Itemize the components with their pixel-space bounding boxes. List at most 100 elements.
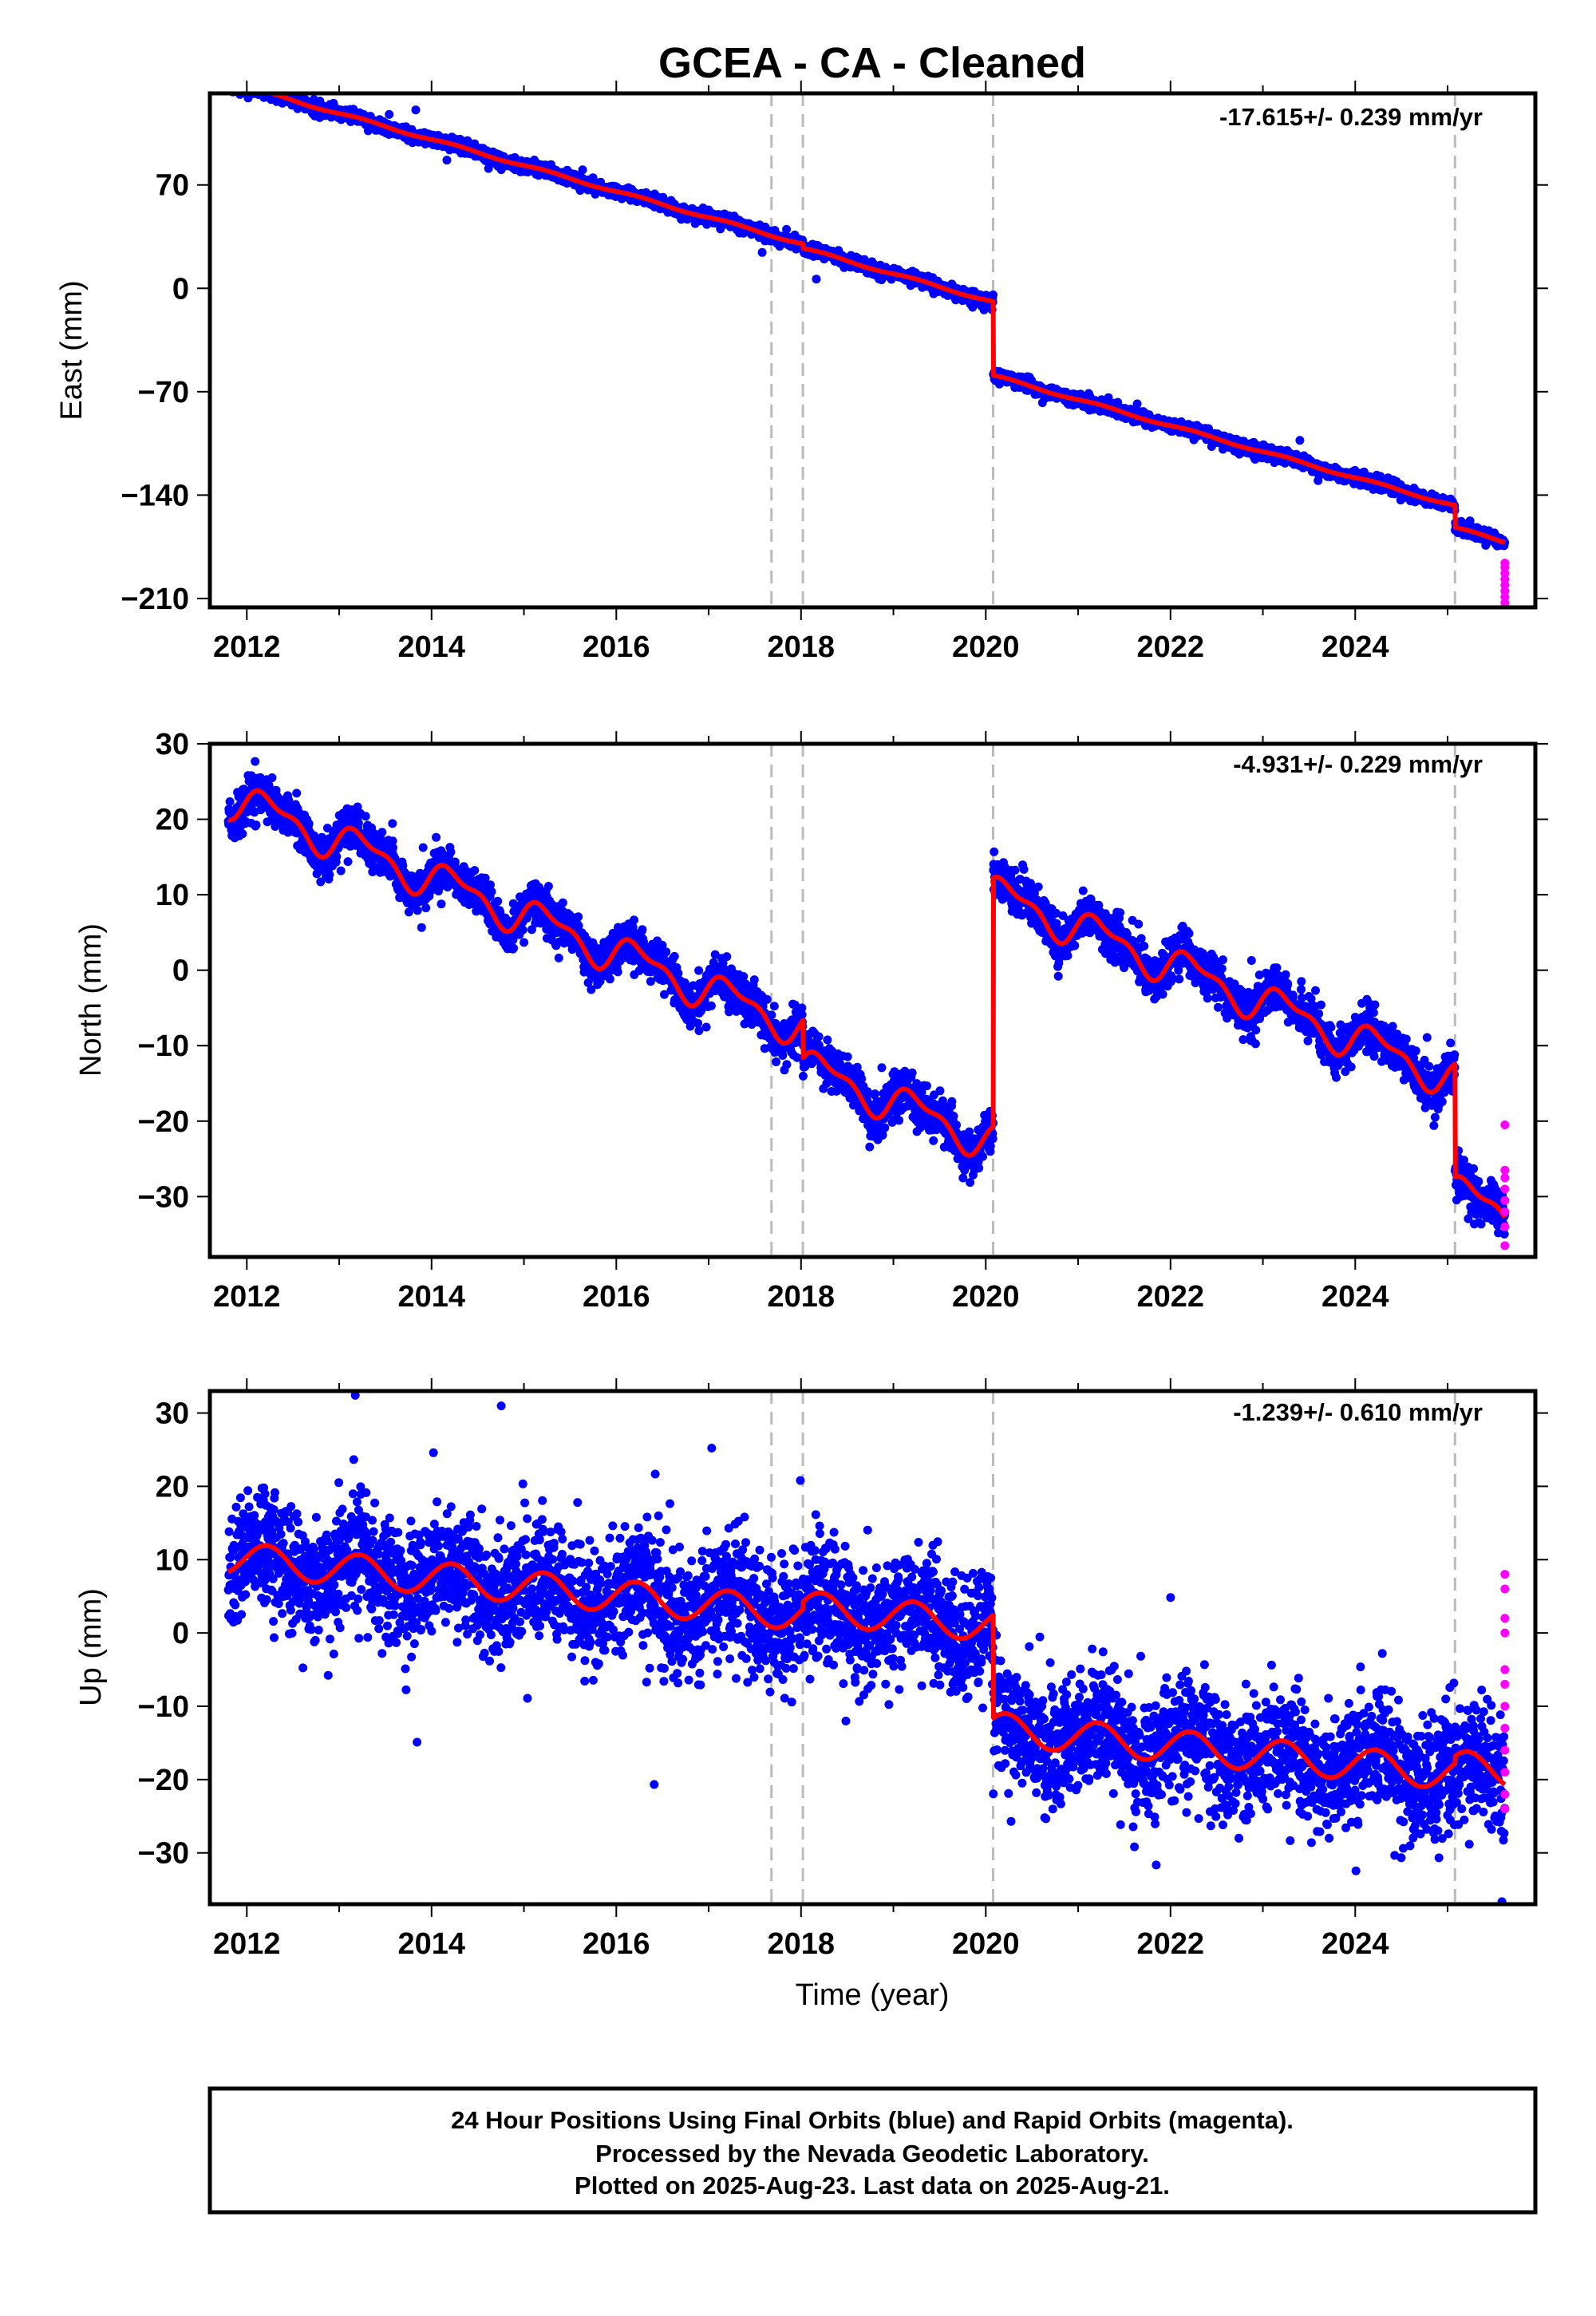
east-x-tick-label: 2016 (583, 630, 650, 664)
east-data-point (255, 81, 263, 89)
east-data-point (757, 247, 767, 257)
chart-title: GCEA - CA - Cleaned (658, 39, 1086, 87)
east-data-point (227, 80, 236, 89)
east-data-point (237, 84, 246, 93)
north-data-point (225, 797, 235, 806)
east-data-point (247, 83, 256, 92)
east-y-tick-label: −70 (138, 376, 189, 409)
east-data-point (231, 79, 239, 88)
east-data-point (989, 290, 998, 299)
east-data-point (230, 81, 239, 89)
east-data-point (236, 78, 245, 87)
east-data-point (235, 84, 244, 93)
north-data-point (251, 757, 260, 766)
east-data-point (227, 81, 236, 89)
east-data-point (234, 81, 243, 90)
east-data-point (1295, 436, 1305, 445)
east-data-point (235, 83, 243, 92)
east-data-point (227, 83, 235, 92)
east-data-point (235, 84, 243, 93)
east-data-point (224, 79, 233, 88)
east-data-point (226, 77, 235, 86)
east-data-point (264, 82, 273, 91)
east-data-point (224, 81, 233, 89)
east-data-point (1132, 399, 1142, 409)
east-y-tick-label: 70 (156, 169, 189, 203)
east-data-point (243, 77, 252, 86)
east-data-point (257, 82, 266, 91)
east-data-point (253, 82, 262, 91)
east-data-point (228, 81, 237, 89)
east-data-point (249, 83, 258, 92)
east-data-point (241, 83, 250, 92)
east-data-point (245, 81, 254, 89)
east-x-tick-label: 2012 (213, 630, 281, 664)
east-y-tick-label: 0 (172, 272, 189, 306)
east-data-point (239, 78, 247, 87)
east-data-point (232, 77, 241, 86)
east-data-point (232, 82, 241, 91)
east-data-point (253, 83, 262, 92)
east-data-point (249, 78, 258, 87)
east-data-point (235, 84, 243, 93)
east-data-point (578, 165, 587, 175)
east-data-point (248, 81, 257, 89)
east-x-tick-label: 2018 (768, 630, 836, 664)
north-panel: 2012 2014 2016 2018 2020 2022 20243020100−10−2… (74, 728, 1548, 1314)
east-data-point (227, 77, 235, 85)
east-data-point (251, 83, 259, 92)
east-data-point (255, 84, 263, 93)
east-panel: 2012 2014 2016 2018 2020 2022 2024700−70−140−2… (55, 76, 1548, 664)
north-data-point (267, 773, 277, 782)
east-data-point (247, 83, 256, 92)
north-data-point (238, 829, 247, 839)
east-y-tick-label: −210 (120, 583, 189, 616)
east-data-point (229, 83, 238, 92)
east-data-point (231, 81, 240, 90)
east-data-point (234, 80, 243, 89)
east-data-point (234, 82, 243, 91)
east-data-point (235, 80, 244, 89)
east-data-point (227, 77, 236, 85)
east-x-tick-label: 2014 (398, 630, 466, 664)
east-data-point (232, 81, 241, 90)
east-data-point (226, 77, 235, 86)
east-plot-frame (207, 91, 1538, 610)
east-data-point (251, 81, 260, 89)
east-data-point (263, 82, 271, 91)
east-data-point (226, 80, 235, 89)
east-x-tick-label: 2024 (1321, 630, 1389, 664)
east-data-point (247, 82, 256, 91)
east-rate-label: -17.615+/- 0.239 mm/yr (1219, 103, 1483, 131)
east-data-point (273, 84, 282, 93)
east-data-point (260, 83, 269, 92)
east-data-point (225, 81, 234, 89)
east-data-point (231, 81, 239, 89)
east-data-point (252, 82, 261, 91)
east-data-point (238, 81, 247, 90)
east-data-point (385, 109, 394, 119)
east-data-point (442, 156, 452, 165)
east-data-point (273, 79, 282, 88)
east-data-point (238, 83, 247, 92)
east-x-tick-label: 2022 (1137, 630, 1205, 664)
east-data-point (233, 84, 242, 93)
east-data-point (227, 77, 235, 85)
east-data-point (411, 105, 421, 115)
east-data-point (242, 83, 251, 92)
east-data-point (230, 76, 239, 85)
east-data-point (237, 81, 246, 90)
east-data-point (782, 224, 792, 234)
east-data-point (254, 84, 263, 93)
east-data-point (247, 83, 255, 92)
east-data-point (230, 81, 239, 89)
east-data-point (224, 79, 233, 88)
east-data-point (237, 83, 246, 92)
east-data-point (236, 78, 245, 87)
east-data-point (250, 84, 259, 93)
north-data-point (251, 820, 261, 830)
east-data-point (231, 84, 240, 93)
east-data-point (812, 275, 821, 284)
east-data-point (241, 82, 250, 91)
